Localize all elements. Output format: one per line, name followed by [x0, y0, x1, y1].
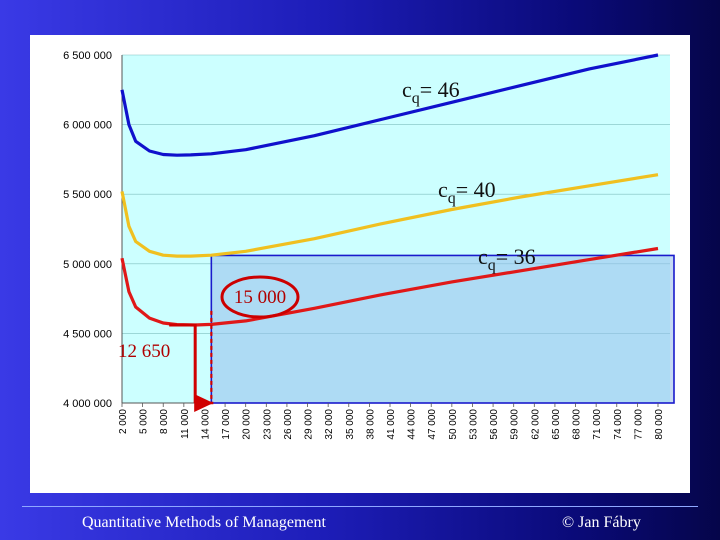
footer-author: © Jan Fábry [562, 514, 641, 531]
x-tick-label: 8 000 [159, 409, 170, 434]
line-chart: 4 000 000 4 500 000 5 000 000 5 500 000 6 00… [63, 50, 675, 440]
x-tick-label: 56 000 [489, 409, 500, 440]
highlight-ellipse [220, 275, 300, 319]
x-tick-label: 23 000 [262, 409, 273, 440]
x-tick-label: 44 000 [407, 409, 418, 440]
x-tick-label: 35 000 [345, 409, 356, 440]
x-tick-label: 71 000 [592, 409, 603, 440]
x-tick-label: 53 000 [468, 409, 479, 440]
minimum-bracket [169, 323, 197, 403]
x-tick-label: 68 000 [572, 409, 583, 440]
x-tick-label: 11 000 [180, 409, 191, 439]
highlight-region [210, 254, 675, 404]
x-tick-label: 65 000 [551, 409, 562, 440]
curve-label: cq= 40 [438, 177, 496, 207]
x-tick-label: 5 000 [139, 409, 150, 434]
x-tick-label: 41 000 [386, 409, 397, 440]
x-tick-label: 62 000 [530, 409, 541, 440]
x-tick-label: 74 000 [613, 409, 624, 440]
x-tick-label: 50 000 [448, 409, 459, 440]
series-line-2 [120, 246, 659, 327]
annotation-15000: 15 000 [234, 287, 286, 308]
y-tick-label: 4 000 000 [63, 398, 112, 410]
curve-label: cq= 36 [478, 244, 536, 274]
x-tick-label: 32 000 [324, 409, 335, 440]
x-tick-label: 2 000 [118, 409, 129, 434]
curve-label: cq= 46 [402, 77, 460, 107]
footer-course-title: Quantitative Methods of Management [82, 514, 326, 531]
series-line-1 [120, 173, 659, 258]
y-tick-label: 4 500 000 [63, 328, 112, 340]
y-tick-label: 6 000 000 [63, 120, 112, 132]
footer-divider [22, 506, 698, 507]
series-line-0 [120, 53, 659, 157]
x-tick-label: 38 000 [365, 409, 376, 440]
y-tick-label: 5 000 000 [63, 259, 112, 271]
annotation-12650: 12 650 [118, 341, 170, 362]
x-tick-label: 14 000 [200, 409, 211, 440]
x-tick-label: 59 000 [510, 409, 521, 440]
y-tick-label: 5 500 000 [63, 189, 112, 201]
x-tick-label: 29 000 [304, 409, 315, 440]
x-tick-label: 17 000 [221, 409, 232, 440]
x-tick-label: 47 000 [427, 409, 438, 440]
arrow-head [194, 394, 214, 412]
x-tick-label: 77 000 [633, 409, 644, 440]
x-tick-label: 26 000 [283, 409, 294, 440]
y-tick-label: 6 500 000 [63, 50, 112, 62]
x-tick-label: 20 000 [242, 409, 253, 440]
x-tick-label: 80 000 [654, 409, 665, 440]
chart-panel: 4 000 000 4 500 000 5 000 000 5 500 000 6 00… [30, 35, 690, 493]
